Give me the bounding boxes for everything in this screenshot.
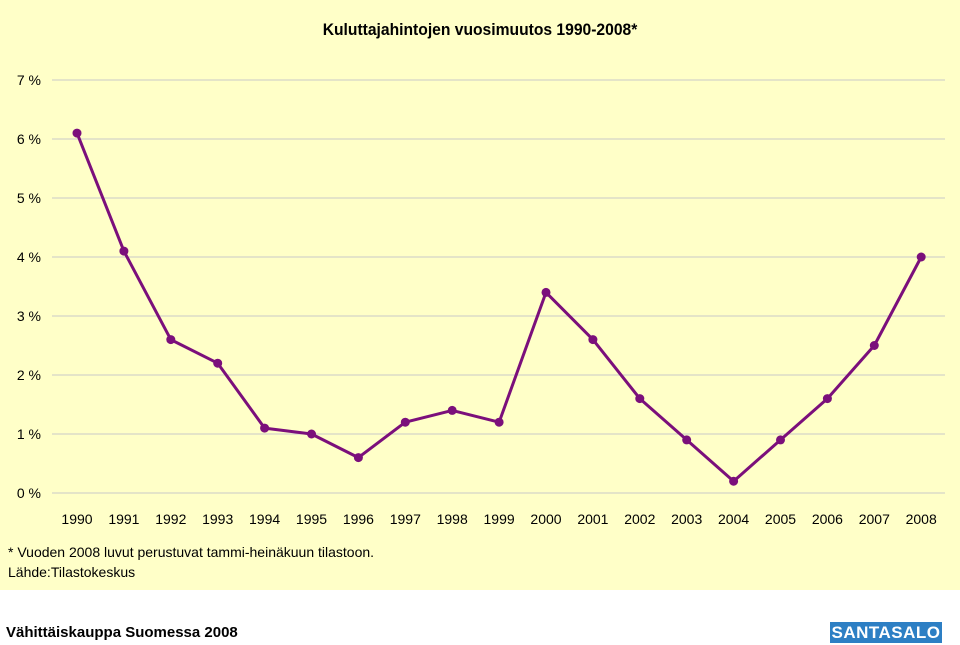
y-tick-label: 0 % — [17, 485, 41, 501]
data-point — [916, 252, 926, 262]
data-point — [541, 287, 551, 297]
footnote-text: * Vuoden 2008 luvut perustuvat tammi-hei… — [8, 544, 375, 560]
santasalo-logo: SANTASALO — [830, 622, 942, 643]
x-tick-label: 1997 — [390, 511, 421, 527]
data-point — [353, 453, 363, 463]
data-point — [822, 394, 832, 404]
y-tick-label: 2 % — [17, 367, 41, 383]
publication-title: Vähittäiskauppa Suomessa 2008 — [6, 624, 238, 641]
x-tick-label: 2002 — [624, 511, 655, 527]
y-tick-label: 7 % — [17, 72, 41, 88]
data-point — [307, 429, 316, 439]
x-tick-label: 1998 — [437, 511, 468, 527]
y-tick-label: 4 % — [17, 249, 41, 265]
x-tick-label: 2005 — [765, 511, 796, 527]
x-tick-label: 2007 — [859, 511, 890, 527]
data-point — [166, 335, 176, 345]
x-tick-label: 1995 — [296, 511, 327, 527]
data-point — [72, 128, 82, 138]
data-point — [682, 435, 692, 445]
x-tick-label: 2003 — [671, 511, 702, 527]
x-tick-label: 1994 — [249, 511, 280, 527]
source-text: Lähde:Tilastokeskus — [8, 564, 136, 580]
x-tick-label: 2006 — [812, 511, 843, 527]
y-tick-label: 6 % — [17, 131, 41, 147]
data-point — [494, 417, 504, 427]
data-point — [447, 405, 457, 415]
x-tick-label: 2004 — [718, 511, 749, 527]
data-point — [776, 435, 785, 445]
data-point — [213, 358, 223, 368]
x-tick-label: 1996 — [343, 511, 374, 527]
data-point — [869, 341, 879, 350]
y-tick-label: 5 % — [17, 190, 41, 206]
x-tick-label: 1990 — [61, 511, 92, 527]
data-point — [119, 246, 129, 256]
x-tick-label: 2000 — [530, 511, 561, 527]
y-tick-label: 3 % — [17, 308, 41, 324]
data-point — [729, 476, 739, 486]
x-tick-label: 1991 — [108, 511, 139, 527]
data-point — [260, 423, 270, 433]
line-chart: 0 % 1 % 2 % 3 % 4 % 5 % 6 % 7 % 1990 1991 1992 1993… — [17, 72, 945, 527]
data-point — [400, 417, 410, 427]
x-tick-label: 1993 — [202, 511, 233, 527]
data-point — [635, 394, 645, 404]
y-tick-label: 1 % — [17, 426, 41, 442]
data-point — [588, 335, 598, 345]
x-tick-label: 1999 — [484, 511, 515, 527]
chart-panel: 0 % 1 % 2 % 3 % 4 % 5 % 6 % 7 % 1990 1991 1992 1993… — [0, 0, 960, 590]
x-tick-label: 2001 — [577, 511, 608, 527]
x-tick-label: 2008 — [906, 511, 937, 527]
x-tick-label: 1992 — [155, 511, 186, 527]
chart-title: Kuluttajahintojen vuosimuutos 1990-2008* — [322, 20, 638, 39]
series-line — [75, 132, 923, 483]
